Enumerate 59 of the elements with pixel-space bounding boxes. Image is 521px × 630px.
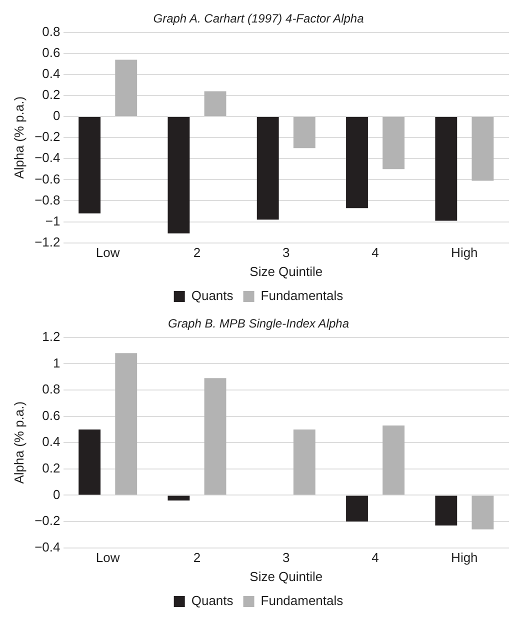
x-tick-label: High (451, 550, 478, 566)
bar (168, 496, 190, 500)
y-tick-label: 0.6 (42, 45, 60, 60)
y-tick-label: −0.8 (34, 192, 60, 208)
y-tick-label: 0.2 (42, 460, 60, 476)
y-axis-title: Alpha (% p.a.) (11, 96, 26, 179)
x-tick-label: High (451, 245, 478, 260)
bar (382, 426, 405, 495)
bar (472, 117, 494, 181)
x-tick-label: 2 (193, 245, 201, 260)
x-tick-label: Low (96, 550, 120, 566)
y-tick-label: −0.4 (34, 539, 60, 554)
x-tick-label: 4 (372, 550, 379, 566)
bar (435, 117, 458, 221)
y-tick-label: 0 (53, 486, 60, 502)
bar (115, 353, 138, 495)
bar (78, 117, 101, 214)
x-tick-label: 4 (372, 245, 379, 260)
y-tick-label: −0.4 (34, 150, 60, 166)
y-tick-label: 0.8 (42, 24, 60, 39)
y-tick-label: −0.2 (34, 129, 60, 144)
bar (256, 117, 279, 220)
bar (168, 117, 190, 234)
y-tick-label: 0.4 (42, 66, 60, 82)
bar (346, 117, 368, 208)
bar (78, 429, 101, 495)
y-tick-label: 0.4 (42, 434, 60, 450)
bar (293, 429, 316, 495)
y-tick-label: 1.2 (42, 328, 60, 344)
chart-title: Graph A. Carhart (1997) 4-Factor Alpha (153, 12, 364, 26)
y-tick-label: 0.2 (42, 87, 60, 102)
bar (204, 91, 226, 116)
y-tick-label: 0.8 (42, 382, 60, 397)
y-tick-label: −1.2 (34, 234, 60, 250)
bar (293, 117, 316, 148)
y-tick-label: 1 (53, 355, 60, 370)
y-tick-label: −1 (45, 213, 60, 228)
y-tick-label: 0.6 (42, 408, 60, 423)
x-axis-title: Size Quintile (250, 568, 323, 584)
bar (115, 60, 138, 116)
bar (472, 496, 494, 530)
y-tick-label: −0.6 (34, 171, 60, 186)
x-axis-title: Size Quintile (250, 264, 323, 279)
legend-label: Fundamentals (260, 288, 344, 304)
x-tick-label: 2 (193, 550, 201, 566)
legend-label: Quants (191, 288, 234, 304)
bar (346, 496, 368, 522)
y-tick-label: −0.2 (34, 513, 60, 528)
x-tick-label: 3 (282, 245, 290, 260)
y-axis-title: Alpha (% p.a.) (11, 401, 26, 484)
x-tick-label: Low (96, 245, 120, 260)
bar (382, 117, 405, 170)
chart-title: Graph B. MPB Single-Index Alpha (168, 316, 350, 331)
legend-label: Quants (191, 593, 234, 608)
y-tick-label: 0 (53, 108, 60, 124)
bar (435, 496, 458, 526)
legend-label: Fundamentals (260, 593, 344, 608)
x-tick-label: 3 (282, 550, 290, 566)
bar (204, 378, 226, 495)
